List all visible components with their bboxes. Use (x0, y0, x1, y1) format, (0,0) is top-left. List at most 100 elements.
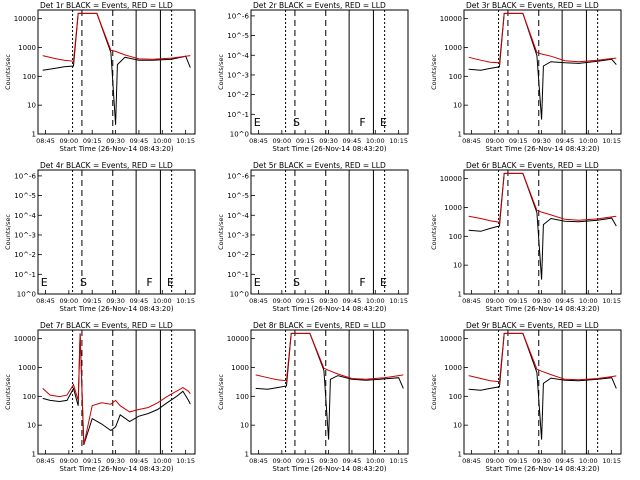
y-tick-label: 10 (453, 262, 462, 270)
series-line-2 (42, 12, 191, 62)
plot-frame (250, 329, 409, 455)
event-marker: S (293, 276, 300, 289)
y-tick-label: 10^-1 (227, 111, 249, 119)
y-tick-label: 1000 (231, 364, 249, 372)
y-tick-label: 10^-2 (14, 251, 36, 259)
y-tick-label: 10^-5 (227, 192, 249, 200)
y-axis-label: Counts/sec (4, 54, 12, 90)
x-tick-label: 09:30 (106, 297, 125, 305)
y-tick-label: 10^-2 (227, 251, 249, 259)
x-tick-label: 09:45 (556, 137, 575, 145)
y-tick-label: 10^0 (230, 131, 249, 139)
x-tick-label: 09:15 (509, 137, 528, 145)
y-tick-label: 10^-4 (227, 212, 249, 220)
chart-title: Det 8r BLACK = Events, RED = LLD (253, 321, 386, 330)
event-marker: S (80, 276, 87, 289)
y-tick-label: 10^-3 (227, 231, 249, 239)
series-line-1 (468, 172, 617, 280)
x-axis-label: Start Time (26-Nov-14 08:43:20) (59, 145, 173, 153)
event-marker: F (359, 116, 365, 129)
series-line-2 (42, 333, 191, 446)
x-tick-label: 08:45 (249, 297, 268, 305)
x-tick-label: 09:45 (343, 137, 362, 145)
x-tick-label: 10:00 (153, 457, 172, 465)
chart-title: Det 2r BLACK = Events, RED = LLD (253, 1, 386, 10)
x-tick-label: 09:30 (106, 137, 125, 145)
y-axis-label: Counts/sec (430, 54, 438, 90)
chart-title: Det 7r BLACK = Events, RED = LLD (40, 321, 173, 330)
x-tick-label: 09:30 (106, 457, 125, 465)
x-tick-label: 09:00 (59, 297, 78, 305)
x-tick-label: 10:15 (389, 137, 408, 145)
series-line-2 (255, 332, 404, 382)
chart-title: Det 4r BLACK = Events, RED = LLD (40, 161, 173, 170)
y-tick-label: 10 (240, 422, 249, 430)
chart-panel-7: Det 7r BLACK = Events, RED = LLD Counts/s… (4, 321, 196, 473)
y-axis-label: Counts/sec (4, 374, 12, 410)
series-line-1 (468, 332, 617, 440)
series-line-2 (468, 332, 617, 383)
x-tick-label: 09:45 (556, 297, 575, 305)
y-tick-label: 10 (27, 422, 36, 430)
y-tick-label: 1000 (444, 44, 462, 52)
x-tick-label: 10:15 (602, 297, 621, 305)
y-tick-label: 100 (449, 73, 462, 81)
chart-panel-6: Det 6r BLACK = Events, RED = LLD Counts/s… (430, 161, 622, 313)
y-axis-label: Counts/sec (217, 374, 225, 410)
x-tick-label: 09:45 (130, 137, 149, 145)
chart-title: Det 3r BLACK = Events, RED = LLD (466, 1, 599, 10)
event-marker: F (359, 276, 365, 289)
plot-frame (463, 9, 622, 135)
y-tick-label: 10^-6 (227, 12, 249, 20)
y-tick-label: 100 (23, 393, 36, 401)
x-axis-label: Start Time (26-Nov-14 08:43:20) (59, 465, 173, 473)
chart-title: Det 6r BLACK = Events, RED = LLD (466, 161, 599, 170)
x-tick-label: 09:45 (556, 457, 575, 465)
y-tick-label: 1 (32, 451, 36, 459)
plot-frame (250, 9, 409, 135)
y-tick-label: 1 (458, 291, 462, 299)
y-tick-label: 10000 (14, 15, 36, 23)
x-axis-label: Start Time (26-Nov-14 08:43:20) (485, 465, 599, 473)
y-tick-label: 10^-1 (14, 271, 36, 279)
x-tick-label: 09:00 (485, 297, 504, 305)
x-tick-label: 10:00 (579, 297, 598, 305)
x-tick-label: 10:00 (366, 297, 385, 305)
y-tick-label: 100 (23, 73, 36, 81)
event-marker: E (254, 116, 261, 129)
event-marker: E (41, 276, 48, 289)
x-tick-label: 10:00 (153, 297, 172, 305)
y-tick-label: 1000 (444, 364, 462, 372)
x-tick-label: 08:45 (36, 457, 55, 465)
y-tick-label: 10000 (227, 335, 249, 343)
x-tick-label: 09:15 (83, 297, 102, 305)
plot-frame (250, 169, 409, 295)
x-tick-label: 09:00 (485, 137, 504, 145)
x-tick-label: 09:15 (509, 457, 528, 465)
x-tick-label: 10:00 (579, 137, 598, 145)
x-tick-label: 09:30 (319, 457, 338, 465)
y-tick-label: 10^-6 (227, 172, 249, 180)
chart-panel-2: Det 2r BLACK = Events, RED = LLD Counts/s… (217, 1, 409, 153)
series-line-1 (42, 333, 191, 446)
x-tick-label: 09:00 (272, 457, 291, 465)
x-axis-label: Start Time (26-Nov-14 08:43:20) (272, 465, 386, 473)
x-tick-label: 10:00 (579, 457, 598, 465)
series-line-1 (468, 12, 617, 120)
x-tick-label: 08:45 (462, 457, 481, 465)
x-tick-label: 09:15 (296, 457, 315, 465)
plot-frame (37, 329, 196, 455)
x-axis-label: Start Time (26-Nov-14 08:43:20) (272, 145, 386, 153)
x-tick-label: 08:45 (249, 137, 268, 145)
y-tick-label: 10^-2 (227, 91, 249, 99)
y-tick-label: 10000 (440, 175, 462, 183)
x-tick-label: 10:15 (389, 457, 408, 465)
y-tick-label: 10 (453, 102, 462, 110)
chart-panel-4: Det 4r BLACK = Events, RED = LLD Counts/s… (4, 161, 196, 313)
chart-title: Det 5r BLACK = Events, RED = LLD (253, 161, 386, 170)
x-tick-label: 09:15 (83, 137, 102, 145)
y-tick-label: 10 (453, 422, 462, 430)
x-tick-label: 08:45 (249, 457, 268, 465)
chart-panel-8: Det 8r BLACK = Events, RED = LLD Counts/s… (217, 321, 409, 473)
